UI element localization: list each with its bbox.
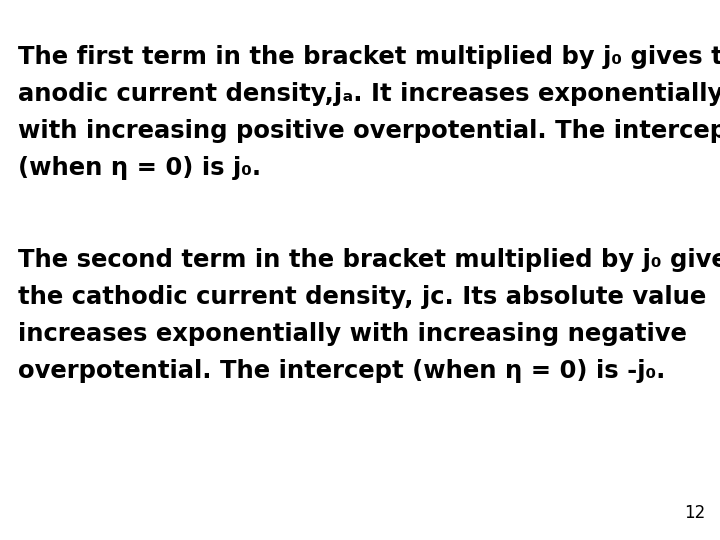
Text: anodic current density,jₐ. It increases exponentially: anodic current density,jₐ. It increases … [18,82,720,106]
Text: The second term in the bracket multiplied by j₀ gives: The second term in the bracket multiplie… [18,248,720,272]
Text: with increasing positive overpotential. The intercept: with increasing positive overpotential. … [18,119,720,143]
Text: increases exponentially with increasing negative: increases exponentially with increasing … [18,322,687,346]
Text: 12: 12 [684,504,705,522]
Text: (when η = 0) is j₀.: (when η = 0) is j₀. [18,156,261,180]
Text: the cathodic current density, jᴄ. Its absolute value: the cathodic current density, jᴄ. Its ab… [18,285,706,309]
Text: overpotential. The intercept (when η = 0) is -j₀.: overpotential. The intercept (when η = 0… [18,359,665,383]
Text: The first term in the bracket multiplied by j₀ gives the: The first term in the bracket multiplied… [18,45,720,69]
